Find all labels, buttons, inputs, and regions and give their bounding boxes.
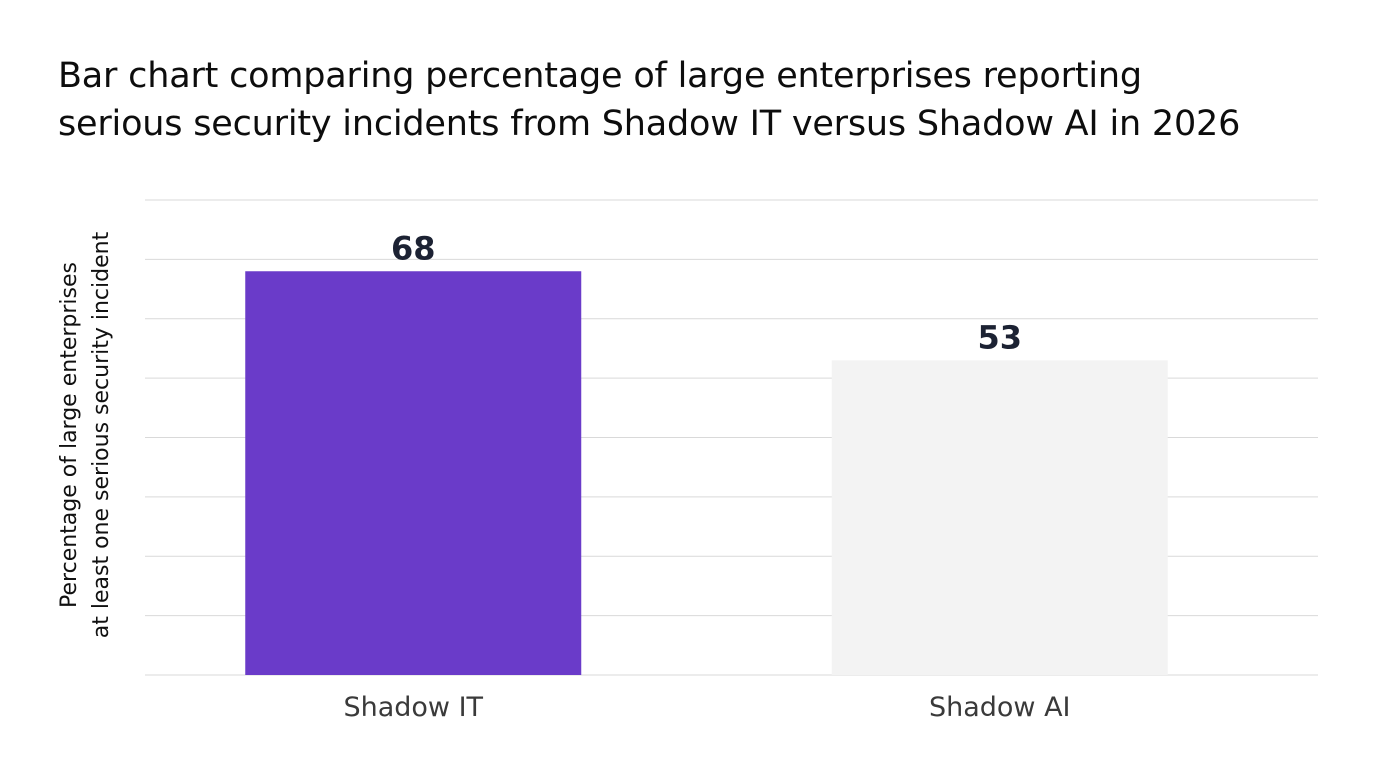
x-tick-label-shadow-ai: Shadow AI <box>929 692 1071 723</box>
value-label-shadow-ai: 53 <box>977 318 1022 356</box>
bar-shadow-it <box>245 271 582 675</box>
chart-title-line-1: Bar chart comparing percentage of large … <box>58 56 1142 96</box>
value-label-shadow-it: 68 <box>391 229 436 267</box>
bar-shadow-ai <box>831 360 1168 675</box>
x-tick-label-shadow-it: Shadow IT <box>343 692 483 723</box>
chart-title: Bar chart comparing percentage of large … <box>58 52 1368 148</box>
chart-title-line-2: serious security incidents from Shadow I… <box>58 104 1241 144</box>
